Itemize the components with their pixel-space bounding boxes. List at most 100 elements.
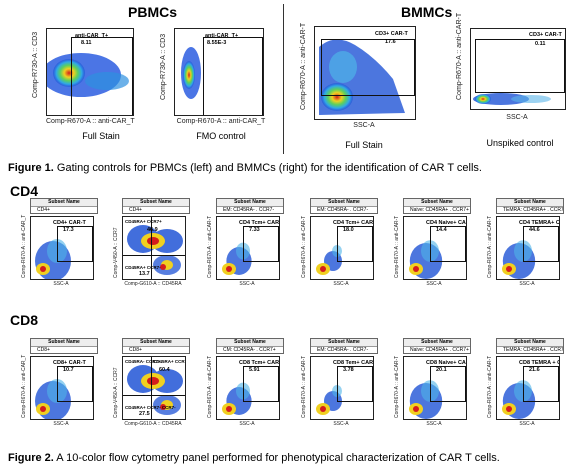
x-axis-label: SSC-A xyxy=(353,122,375,129)
density-scatter xyxy=(35,379,71,419)
gate-value: 17.3 xyxy=(63,227,74,233)
gate-name: CD8 Naive+ CAR-T xyxy=(426,360,466,366)
gate xyxy=(523,366,559,402)
x-axis-label: Comp-R670-A :: anti-CAR_T xyxy=(46,118,135,125)
gate-name: CD4 Tcm+ CAR-T xyxy=(333,220,374,226)
subset-header: Subset Name xyxy=(217,339,283,347)
subset-box: Subset Name CD4+ xyxy=(30,198,98,214)
gate-name: CD4 TEMRA+ CAR-T xyxy=(519,220,560,226)
gate xyxy=(430,226,466,262)
subset-header: Subset Name xyxy=(404,339,470,347)
y-axis-label: Comp-R670-A :: anti-CAR-T xyxy=(394,355,400,418)
gate-name: CD8 TEMRA + CAR-T xyxy=(519,360,559,366)
subset-header: Subset Name xyxy=(217,199,283,207)
x-axis-label: SSC-A xyxy=(333,421,349,427)
subset-header: Subset Name xyxy=(31,339,97,347)
gate-name: CD3+ CAR-T xyxy=(375,31,408,37)
gate xyxy=(475,39,565,93)
y-axis-label: Comp-R670-A :: anti-CAR-T xyxy=(207,355,213,418)
flow-plot: CD8+ CAR-T 10.7 xyxy=(30,356,94,420)
cd8-row-label: CD8 xyxy=(10,312,39,328)
y-axis-label: Comp-R670-A :: anti-CAR_T xyxy=(21,214,27,278)
y-axis-label: Comp-R670-A :: anti-CAR-T xyxy=(301,355,307,418)
gate xyxy=(243,226,279,262)
y-axis-label: Comp-R670-A :: anti-CAR-T xyxy=(456,12,463,100)
quadrant-ll-value: 13.7 xyxy=(139,271,150,277)
x-axis-label: SSC-A xyxy=(53,281,69,287)
y-axis-label: Comp-V450-A :: CCR7 xyxy=(113,367,119,418)
gate-name: CD3+ CAR-T xyxy=(529,32,562,38)
gate xyxy=(57,226,93,262)
gate-value: 0.11 xyxy=(535,41,546,47)
y-axis-label: Comp-R730-A :: CD3 xyxy=(32,31,39,98)
flow-plot: CD8 Tem+ CAR-T 3.78 xyxy=(310,356,374,420)
gate-value: 44.6 xyxy=(529,227,540,233)
flow-plot: CD4 Naive+ CAR-T14.4 xyxy=(403,216,467,280)
flow-plot: CD8 Naive+ CAR-T20.1 xyxy=(403,356,467,420)
gate-value: 8.11 xyxy=(81,40,92,46)
y-axis-label: Comp-V450-A :: CCR7 xyxy=(113,227,119,278)
gate-name: CD4 Naive+ CAR-T xyxy=(426,220,466,226)
flow-plot: CD4 Tcm+ CAR-T 7.33 xyxy=(216,216,280,280)
y-axis-label: Comp-R670-A :: anti-CAR-T xyxy=(301,215,307,278)
subset-header: Subset Name xyxy=(497,339,563,347)
figure-label: Figure 1. xyxy=(8,162,54,174)
subset-box: Subset Name TEMRA: CD45RA+ . CCR7- xyxy=(496,198,564,214)
subset-name: EM: CD45RA- . CCR7- xyxy=(317,207,369,213)
density-scatter xyxy=(47,53,129,97)
gate xyxy=(430,366,466,402)
gate xyxy=(337,226,373,262)
subset-name: CD4+ xyxy=(129,207,142,213)
y-axis-label: Comp-R670-A :: anti-CAR_T xyxy=(21,354,27,418)
subset-box: Subset Name CD4+ xyxy=(122,198,190,214)
quadrant-line-h xyxy=(123,255,185,256)
flow-plot: CD8 TEMRA + CAR-T21.6 xyxy=(496,356,560,420)
density-scatter xyxy=(35,239,71,279)
gate xyxy=(57,366,93,402)
gate-name: CD8 Tcm+ CAR-T xyxy=(239,360,280,366)
quadrant-ur-value: 60.4 xyxy=(159,367,170,373)
x-axis-label: Comp-G610-A :: CD45RA xyxy=(124,421,182,427)
subset-name: EM: CD45RA- . CCR7- xyxy=(223,207,275,213)
plot-caption: Full Stain xyxy=(345,140,383,150)
figure-2-caption: Figure 2. A 10-color flow cytometry pane… xyxy=(8,452,500,464)
x-axis-label: SSC-A xyxy=(239,281,255,287)
subset-header: Subset Name xyxy=(123,339,189,347)
quadrant-line-h xyxy=(123,395,185,396)
quadrant-ul-name: CD45RA- CCR7+ xyxy=(125,359,161,364)
subset-name: CD4+ xyxy=(37,207,50,213)
x-axis-label: SSC-A xyxy=(426,421,442,427)
gate xyxy=(337,366,373,402)
quadrant-ll-value: 27.5 xyxy=(139,411,150,417)
subset-header: Subset Name xyxy=(31,199,97,207)
density-scatter xyxy=(181,47,201,99)
subset-name: CM: CD45RA- . CCR7+ xyxy=(223,347,276,353)
quadrant-ll-name: CD45RA+ CCR7- CCR7- xyxy=(125,405,176,410)
gate-value: 20.1 xyxy=(436,367,447,373)
gate-value: 10.7 xyxy=(63,367,74,373)
subset-box: Subset Name EM: CD45RA- . CCR7- xyxy=(310,198,378,214)
cd4-row-label: CD4 xyxy=(10,183,39,199)
subset-name: CD8+ xyxy=(37,347,50,353)
gate-value: 18.0 xyxy=(343,227,354,233)
x-axis-label: SSC-A xyxy=(239,421,255,427)
flow-plot-bmmc-full: CD3+ CAR-T 17.6 xyxy=(314,26,416,120)
quadrant-ll-name: CD45RA+ CCR7- xyxy=(125,265,161,270)
subset-header: Subset Name xyxy=(404,199,470,207)
gate-name: CD4 Tcm+ CAR-T xyxy=(239,220,280,226)
y-axis-label: Comp-R670-A :: anti-CAR-T xyxy=(300,22,307,110)
flow-plot-pbmc-fmo: anti-CAR_T+ 8.55E-3 xyxy=(174,28,264,116)
figure-text: A 10-color flow cytometry panel performe… xyxy=(53,452,500,464)
x-axis-label: SSC-A xyxy=(519,281,535,287)
subset-header: Subset Name xyxy=(123,199,189,207)
density-scatter xyxy=(409,240,443,279)
density-scatter xyxy=(502,240,536,279)
x-axis-label: Comp-G610-A :: CD45RA xyxy=(124,281,182,287)
subset-box: Subset Name TEMRA: CD45RA+ . CCR7- xyxy=(496,338,564,354)
gate-value: 3.78 xyxy=(343,367,354,373)
figure-1-caption: Figure 1. Gating controls for PBMCs (lef… xyxy=(8,162,482,174)
quadrant-ur-name: CD45RA+ CCR7+ xyxy=(153,359,185,364)
subset-box: Subset Name EM: CD45RA- . CCR7- xyxy=(216,198,284,214)
subset-box: Subset Name CD8+ xyxy=(122,338,190,354)
subset-box: Subset Name EM: CD45RA- . CCR7- xyxy=(310,338,378,354)
